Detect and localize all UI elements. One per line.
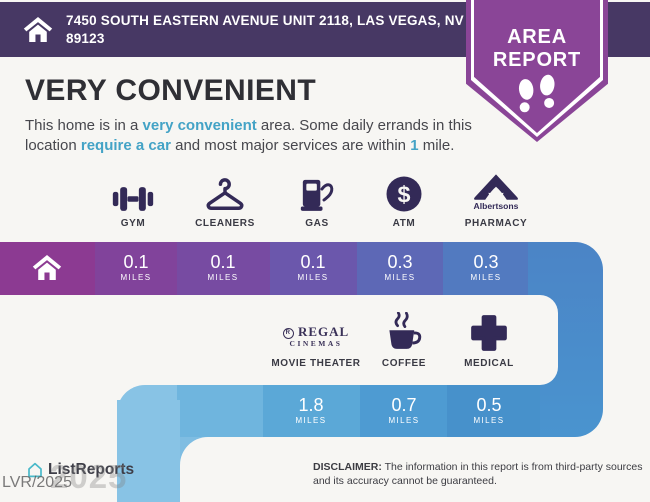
dollar-circle-icon: $ bbox=[386, 176, 422, 212]
listreports-house-icon bbox=[28, 462, 42, 478]
address-line2: 89123 bbox=[66, 31, 105, 46]
bar-segment bbox=[357, 242, 443, 295]
distance-medical: 0.5 MILES bbox=[473, 395, 505, 425]
listreports-wordmark: ListReports bbox=[48, 461, 135, 478]
walkability-description: This home is in a very convenient area. … bbox=[25, 116, 473, 156]
distance-pharmacy: 0.3 MILES bbox=[470, 252, 502, 282]
bar-segment bbox=[177, 385, 263, 437]
watermark-small: LVR/2025 bbox=[2, 474, 72, 491]
service-label: PHARMACY bbox=[464, 218, 528, 229]
service-label: GYM bbox=[120, 218, 146, 229]
service-medical: MEDICAL bbox=[434, 310, 544, 369]
footprints-icon bbox=[518, 74, 555, 113]
service-label: MOVIE THEATER bbox=[271, 358, 361, 369]
disclaimer-text: The information in this report is from t… bbox=[313, 461, 643, 487]
watermark-large: 2025 bbox=[50, 458, 128, 495]
bar-segment bbox=[270, 242, 357, 295]
distance-cleaners: 0.1 MILES bbox=[207, 252, 239, 282]
descr-part3: and most major services are within bbox=[170, 137, 411, 154]
service-coffee: COFFEE bbox=[349, 310, 459, 369]
badge-title: AREA REPORT bbox=[466, 26, 608, 72]
bar-inner-corner bbox=[180, 437, 208, 465]
bar-segment bbox=[177, 242, 270, 295]
walkability-headline: VERY CONVENIENT bbox=[25, 74, 317, 107]
distance-gas: 0.1 MILES bbox=[297, 252, 329, 282]
hanger-icon bbox=[206, 178, 244, 210]
service-label: MEDICAL bbox=[464, 358, 514, 369]
descr-part4: mile. bbox=[418, 137, 455, 154]
service-gym: GYM bbox=[78, 170, 188, 229]
bar-descender bbox=[117, 400, 180, 502]
medical-cross-icon bbox=[471, 315, 507, 351]
coffee-cup-icon bbox=[389, 312, 422, 349]
service-pharmacy: Albertsons PHARMACY bbox=[441, 170, 551, 229]
service-movie-theater: R REGAL CINEMAS MOVIE THEATER bbox=[261, 310, 371, 369]
address-line1: 7450 SOUTH EASTERN AVENUE UNIT 2118, LAS… bbox=[66, 13, 464, 28]
service-label: COFFEE bbox=[381, 358, 427, 369]
service-cleaners: CLEANERS bbox=[170, 170, 280, 229]
service-atm: $ ATM bbox=[349, 170, 459, 229]
descr-highlight3: 1 bbox=[410, 137, 419, 154]
home-icon bbox=[23, 16, 53, 43]
distance-movie-theater: 1.8 MILES bbox=[295, 395, 327, 425]
service-label: GAS bbox=[305, 218, 329, 229]
svg-text:$: $ bbox=[398, 181, 411, 207]
service-gas: GAS bbox=[262, 170, 372, 229]
property-address: 7450 SOUTH EASTERN AVENUE UNIT 2118, LAS… bbox=[66, 12, 466, 48]
regal-cinemas-logo: R REGAL CINEMAS bbox=[282, 325, 349, 354]
listreports-logo: ListReports bbox=[26, 461, 134, 479]
descr-highlight2: require a car bbox=[80, 137, 171, 154]
distance-coffee: 0.7 MILES bbox=[388, 395, 420, 425]
badge-title-line2: REPORT bbox=[492, 49, 582, 71]
distance-atm: 0.3 MILES bbox=[384, 252, 416, 282]
dumbbell-icon bbox=[112, 187, 154, 211]
bar-segment bbox=[360, 385, 447, 437]
badge-title-line1: AREA bbox=[507, 26, 567, 48]
descr-part2: area. Some daily errands in this locatio… bbox=[25, 117, 472, 154]
disclaimer: DISCLAIMER: The information in this repo… bbox=[313, 461, 643, 488]
descr-highlight1: very convenient bbox=[142, 117, 257, 134]
area-report-badge: AREA REPORT bbox=[466, 0, 608, 142]
distance-gym: 0.1 MILES bbox=[120, 252, 152, 282]
descr-part1: This home is in a bbox=[25, 117, 143, 134]
bar-segment bbox=[447, 385, 540, 437]
service-label: CLEANERS bbox=[195, 218, 255, 229]
home-icon bbox=[32, 254, 62, 281]
bar-segment bbox=[443, 242, 540, 295]
disclaimer-label: DISCLAIMER: bbox=[313, 461, 382, 473]
gas-pump-icon bbox=[300, 179, 334, 211]
albertsons-logo: Albertsons bbox=[474, 174, 519, 211]
service-label: ATM bbox=[392, 218, 416, 229]
bar-segment bbox=[263, 385, 360, 437]
svg-text:Albertsons: Albertsons bbox=[474, 201, 519, 211]
bar-segment bbox=[95, 242, 177, 295]
